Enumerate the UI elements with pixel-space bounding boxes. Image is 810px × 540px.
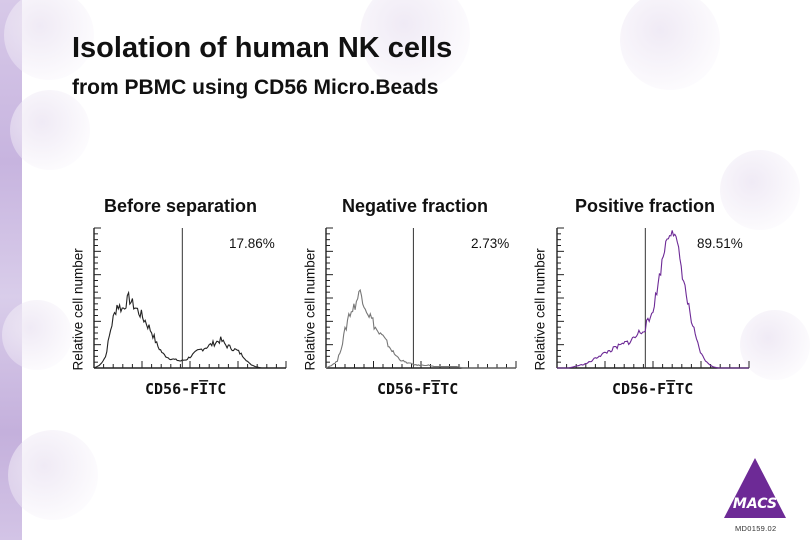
histogram-negative	[325, 227, 517, 369]
y-axis-label-before: Relative cell number	[70, 248, 86, 371]
histogram-series-line	[93, 290, 286, 369]
background-cell-graphic	[620, 0, 720, 90]
page-title: Isolation of human NK cells	[72, 32, 453, 64]
background-cell-graphic	[360, 0, 470, 90]
histogram-series-line	[325, 288, 516, 369]
y-axis-label-positive: Relative cell number	[532, 248, 548, 371]
background-cell-graphic	[2, 300, 72, 370]
y-axis-label-negative: Relative cell number	[302, 248, 318, 371]
background-cell-graphic	[10, 90, 90, 170]
macs-logo-icon: MACS	[724, 458, 786, 518]
background-cell-graphic	[720, 150, 800, 230]
document-code: MD0159.02	[735, 524, 777, 533]
x-axis-label-positive: CD56-FI̅TC	[612, 380, 694, 398]
panel-title-positive: Positive fraction	[575, 196, 716, 216]
histogram-before	[93, 227, 287, 369]
panel-title-before: Before separation	[104, 196, 258, 216]
background-cell-graphic	[8, 430, 98, 520]
page-subtitle: from PBMC using CD56 Micro.Beads	[72, 76, 439, 99]
x-axis-label-negative: CD56-FI̅TC	[377, 380, 459, 398]
panel-title-negative: Negative fraction	[342, 196, 489, 216]
background-cell-graphic	[4, 0, 94, 80]
histogram-series-line	[557, 230, 749, 369]
logo-text: MACS	[733, 496, 777, 512]
histogram-positive	[556, 227, 750, 369]
gate-percentage-negative: 2.73%	[471, 236, 510, 251]
logo-triangle	[724, 458, 786, 518]
gate-percentage-before: 17.86%	[229, 236, 275, 251]
gate-percentage-positive: 89.51%	[697, 236, 743, 251]
background-cell-graphic	[740, 310, 810, 380]
x-axis-label-before: CD56-FI̅TC	[145, 380, 227, 398]
